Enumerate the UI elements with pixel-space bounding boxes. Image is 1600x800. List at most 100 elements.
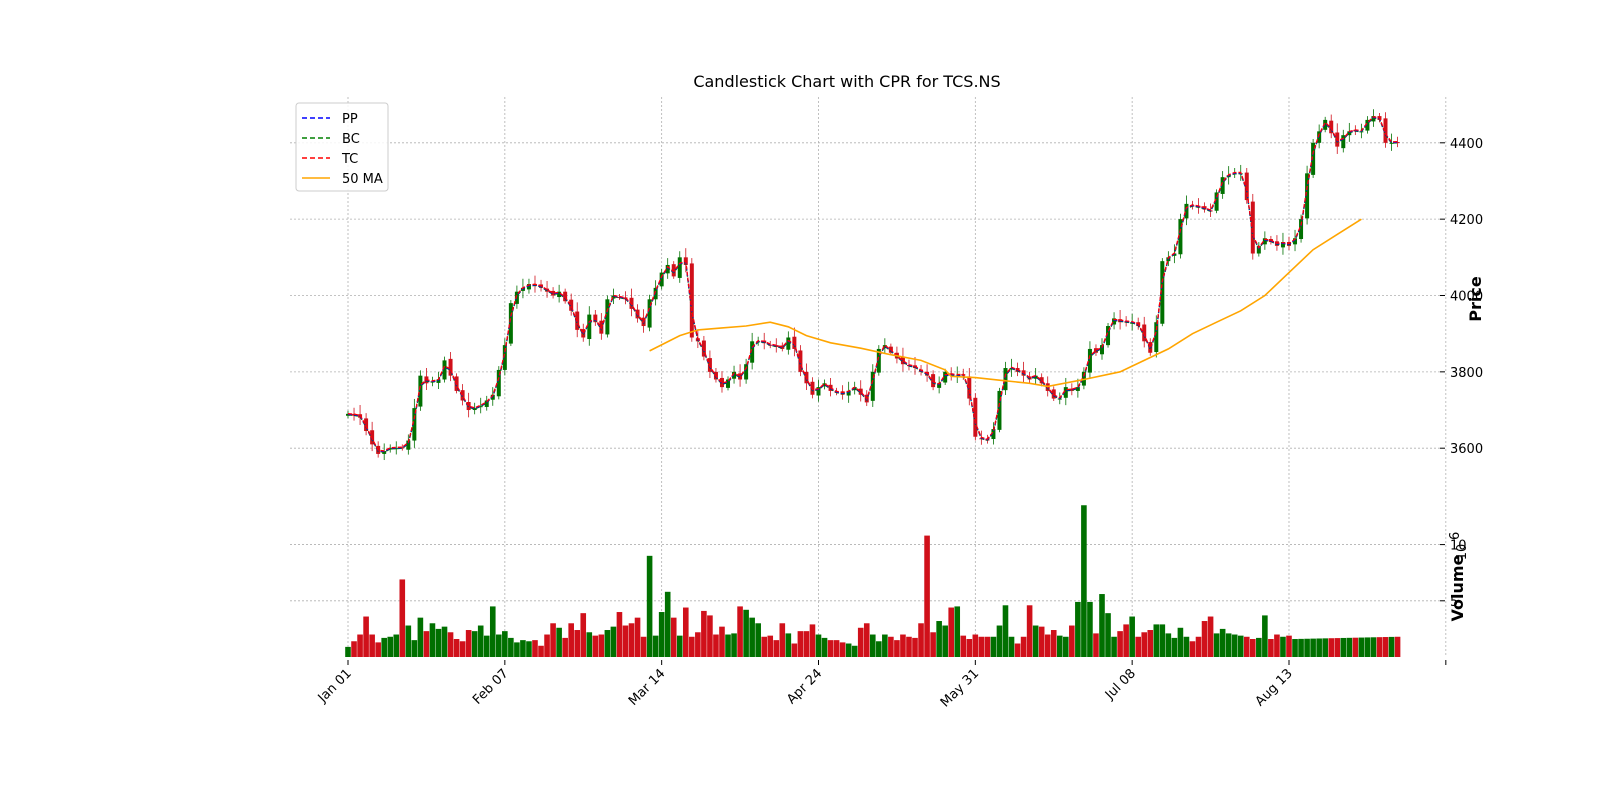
candle-body — [780, 345, 785, 349]
volume-bar — [628, 623, 635, 657]
volume-bar — [1123, 624, 1129, 657]
candle-body — [1087, 348, 1092, 373]
volume-bar — [405, 625, 412, 657]
candle-body — [1341, 135, 1346, 149]
volume-bar — [1394, 636, 1401, 657]
volume-bar — [489, 606, 496, 657]
volume-bar — [634, 617, 641, 657]
volume-bar — [1038, 626, 1045, 657]
volume-bar — [556, 627, 562, 657]
volume-bar — [996, 625, 1003, 657]
candle-body — [448, 358, 453, 376]
volume-bar — [646, 555, 653, 657]
volume-bar — [568, 623, 574, 657]
candle-body — [1214, 192, 1219, 211]
volume-bar — [459, 641, 466, 657]
candle-body — [484, 400, 489, 407]
ma-line — [649, 218, 1362, 388]
candle-body — [569, 299, 574, 311]
volume-bar — [1382, 637, 1389, 657]
x-tick-label: Jan 01 — [315, 666, 355, 706]
volume-bar — [755, 623, 761, 657]
volume-bar — [743, 609, 749, 657]
candles — [346, 109, 1400, 461]
volume-bar — [1105, 613, 1111, 657]
volume-bar — [942, 625, 948, 657]
volume-bar — [1328, 638, 1335, 657]
volume-bar — [1159, 624, 1166, 657]
volume-bar — [845, 643, 852, 657]
volume-bar — [1063, 636, 1069, 657]
volume-bar — [990, 636, 997, 657]
volume-bar — [465, 630, 472, 657]
volume-bar — [954, 606, 961, 657]
candle-body — [1093, 348, 1098, 353]
volume-bar — [592, 635, 599, 657]
volume-bar — [924, 535, 930, 657]
candle-body — [1250, 201, 1255, 254]
legend-label-tc: TC — [341, 152, 358, 167]
volume-bar — [1298, 638, 1304, 657]
candle-body — [659, 272, 664, 287]
volume-bar — [978, 636, 985, 657]
candle-body — [870, 371, 875, 401]
candle-body — [508, 303, 513, 344]
volume-bar — [682, 607, 689, 657]
volume-bar — [912, 637, 918, 657]
candle-body — [750, 341, 755, 363]
candle-body — [587, 314, 592, 340]
volume-bar — [435, 628, 442, 657]
volume-bar — [1111, 636, 1117, 657]
volume-bar — [833, 640, 840, 657]
candle-body — [1365, 119, 1370, 131]
volume-bar — [1225, 633, 1232, 657]
candle-body — [1106, 326, 1111, 346]
volume-bar — [550, 623, 556, 657]
ma-50-line — [649, 218, 1362, 388]
candle-body — [1293, 238, 1298, 245]
volume-bar — [1219, 628, 1226, 657]
candle-body — [1389, 142, 1394, 144]
volume-bar — [972, 634, 979, 657]
volume-bar — [1213, 633, 1220, 657]
candle-body — [418, 375, 423, 407]
x-grid — [347, 97, 1447, 657]
candle-body — [1100, 345, 1104, 355]
volume-bar — [1189, 641, 1196, 657]
candle-body — [388, 448, 393, 450]
volume-bar — [1346, 637, 1353, 657]
candle-body — [858, 388, 863, 395]
candle-body — [478, 406, 483, 408]
candle-body — [551, 290, 556, 296]
volume-bar — [725, 634, 731, 657]
x-tick-label: May 31 — [938, 666, 982, 710]
volume-bar — [1171, 637, 1178, 657]
volume-bar — [984, 636, 991, 657]
price-tick-labels: 3600 3800 4000 4200 4400 — [1440, 137, 1483, 457]
volume-bar — [930, 632, 936, 657]
volume-bar — [1201, 621, 1208, 657]
volume-bar — [1262, 615, 1268, 657]
candle-body — [786, 337, 791, 350]
volume-bar — [1075, 601, 1081, 657]
price-tick-label: 3600 — [1450, 442, 1483, 457]
volume-bar — [773, 640, 780, 657]
volume-bar — [574, 630, 581, 657]
volume-bar — [357, 634, 363, 657]
volume-bar — [803, 631, 810, 657]
volume-bar — [670, 617, 677, 657]
candle-body — [1395, 142, 1400, 144]
volume-bar — [351, 641, 357, 657]
volume-tick-label: 10 — [1450, 539, 1467, 554]
volume-bar — [882, 634, 888, 657]
volume-bar — [508, 637, 514, 657]
price-axis-label: Price — [1466, 276, 1485, 322]
volume-bar — [960, 635, 967, 657]
candle-body — [412, 408, 417, 441]
volume-bar — [737, 606, 743, 657]
volume-bar — [1026, 605, 1033, 657]
candle-body — [792, 336, 797, 349]
candle-body — [943, 371, 948, 383]
volume-bar — [779, 623, 786, 657]
candle-body — [997, 390, 1002, 430]
